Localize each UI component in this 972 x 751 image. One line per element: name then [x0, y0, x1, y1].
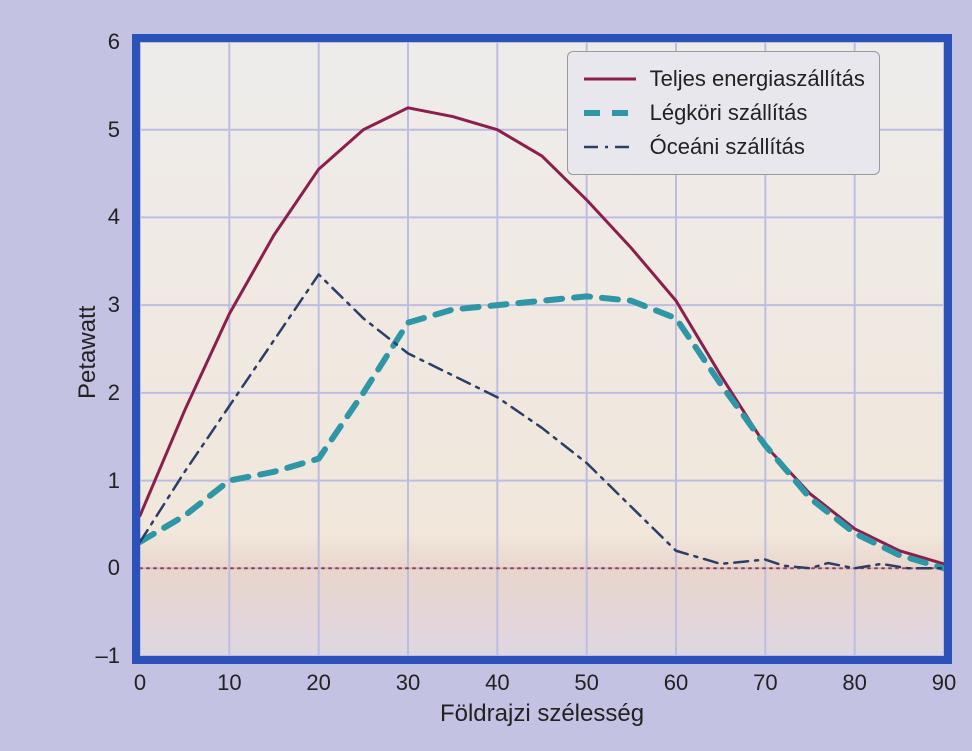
legend-label-total: Teljes energiaszállítás — [650, 66, 865, 92]
y-tick: 1 — [108, 468, 120, 494]
x-tick: 40 — [485, 670, 509, 696]
y-tick: 0 — [108, 555, 120, 581]
legend-swatch-total — [582, 67, 638, 91]
x-tick: 30 — [396, 670, 420, 696]
legend-entry-total: Teljes energiaszállítás — [582, 62, 865, 96]
x-tick: 0 — [134, 670, 146, 696]
x-tick: 70 — [753, 670, 777, 696]
x-tick: 20 — [306, 670, 330, 696]
chart-legend: Teljes energiaszállítás Légköri szállítás… — [567, 51, 880, 175]
legend-entry-atmo: Légköri szállítás — [582, 96, 865, 130]
x-tick: 80 — [842, 670, 866, 696]
y-tick: –1 — [96, 643, 120, 669]
legend-swatch-atmo — [582, 101, 638, 125]
legend-swatch-ocean — [582, 135, 638, 159]
legend-label-ocean: Óceáni szállítás — [650, 134, 805, 160]
x-tick: 90 — [932, 670, 956, 696]
y-axis-label: Petawatt — [74, 306, 102, 399]
y-tick: 5 — [108, 117, 120, 143]
y-tick: 3 — [108, 292, 120, 318]
x-axis-label: Földrajzi szélesség — [440, 700, 644, 728]
x-tick: 50 — [574, 670, 598, 696]
y-tick: 2 — [108, 380, 120, 406]
x-tick: 60 — [664, 670, 688, 696]
legend-label-atmo: Légköri szállítás — [650, 100, 808, 126]
y-tick: 6 — [108, 29, 120, 55]
legend-entry-ocean: Óceáni szállítás — [582, 130, 865, 164]
x-tick: 10 — [217, 670, 241, 696]
y-tick: 4 — [108, 204, 120, 230]
chart-frame: Petawatt Földrajzi szélesség 01020304050… — [20, 12, 952, 739]
